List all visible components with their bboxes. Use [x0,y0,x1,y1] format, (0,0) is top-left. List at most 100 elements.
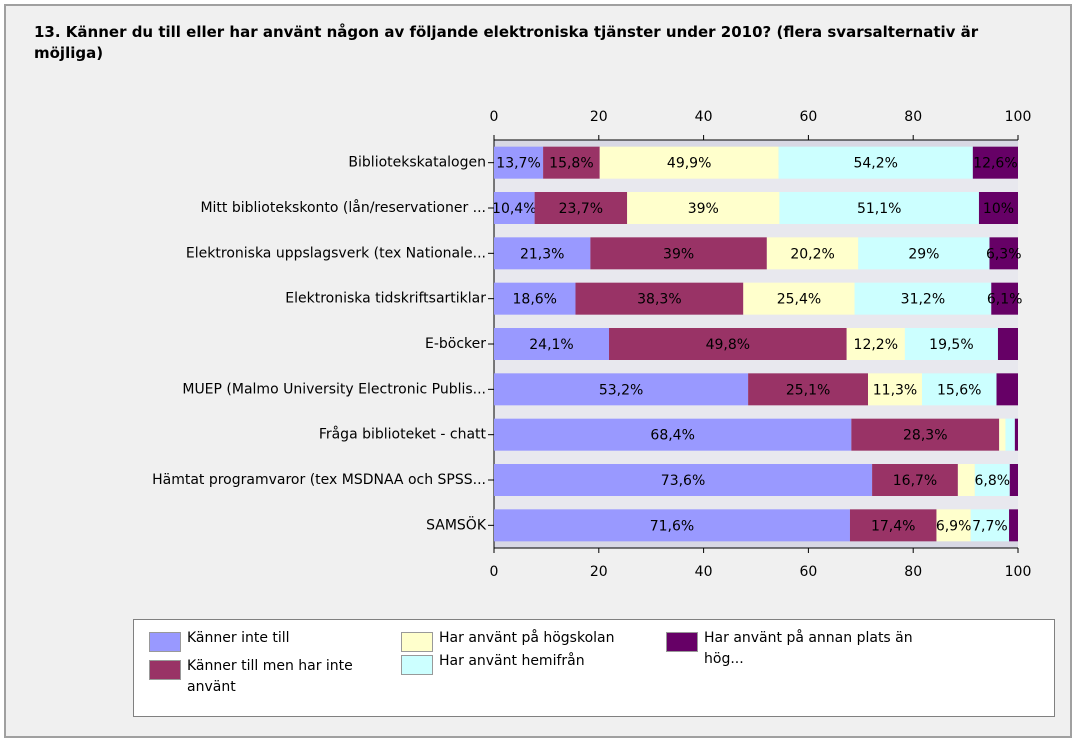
value-label: 15,8% [549,156,593,172]
y-tick-label: Bibliotekskatalogen [348,155,486,171]
legend-label: Har använt hemifrån [439,653,585,669]
bar-segment [957,464,975,496]
x-tick-label-bottom: 80 [904,564,922,580]
x-tick-label-top: 100 [1005,109,1032,125]
value-label: 6,8% [975,473,1011,489]
value-label: 54,2% [853,156,897,172]
value-label: 28,3% [903,428,947,444]
bar-segment [991,282,1018,315]
bar-segment [989,237,1018,270]
value-label: 25,1% [786,382,830,398]
y-tick-label: Fråga biblioteket - chatt [319,426,487,443]
bar-segment [849,509,937,542]
x-tick-label-top: 20 [590,109,608,125]
bar-segment [779,192,979,224]
value-label: 13,7% [496,156,540,172]
bar-segment [999,418,1006,451]
y-tick-label: SAMSÖK [426,515,487,533]
bar-segment [1014,418,1018,451]
bar-segment [494,373,749,406]
value-label: 24,1% [529,337,573,353]
bar-segment [972,146,1018,179]
bar-segment [974,464,1010,496]
value-label: 39% [663,246,694,262]
value-label: 7,7% [972,518,1008,534]
bar-segment [766,237,859,270]
value-label: 39% [688,201,719,217]
bar-segment [970,509,1010,542]
value-label: 6,3% [986,246,1022,262]
x-tick-label-bottom: 0 [490,564,499,580]
value-label: 49,8% [706,337,750,353]
bar-segment [543,146,600,179]
value-label: 21,3% [520,246,564,262]
bar-segment [936,509,971,542]
bar-segment [494,509,850,542]
bar-segment [851,418,1000,451]
value-label: 6,1% [987,292,1023,308]
value-label: 53,2% [599,382,643,398]
y-tick-label: Elektroniska tidskriftsartiklar [285,291,486,307]
legend-swatch [666,632,698,652]
value-label: 31,2% [901,292,945,308]
bar-segment [921,373,997,406]
bar-segment [494,464,873,496]
bar-segment [748,373,869,406]
bar-segment [534,192,628,224]
legend-swatch [401,632,433,652]
x-tick-label-bottom: 100 [1005,564,1032,580]
y-tick-label: Elektroniska uppslagsverk (tex Nationale… [186,245,486,261]
value-label: 49,9% [667,156,711,172]
value-label: 11,3% [873,382,917,398]
x-tick-label-bottom: 40 [695,564,713,580]
legend-label: Känner till men har inte använt [187,658,353,695]
value-label: 38,3% [637,292,681,308]
bar-segment [627,192,780,224]
bar-segment [1009,464,1018,496]
legend: Känner inte till Känner till men har inte… [133,619,1055,717]
bar-segment [978,192,1018,224]
bar-segment [868,373,922,406]
value-label: 29% [908,246,939,262]
value-label: 18,6% [513,292,557,308]
bar-segment [494,282,576,315]
bar-segment [494,192,535,224]
legend-swatch [149,660,181,680]
bar-segment [858,237,990,270]
legend-swatch [149,632,181,652]
bar-segment [494,328,610,360]
bar-segment [846,328,905,360]
x-tick-label-bottom: 20 [590,564,608,580]
value-label: 15,6% [937,382,981,398]
x-tick-label-top: 40 [695,109,713,125]
bar-segment [996,373,1018,406]
bar-segment [494,418,852,451]
legend-swatch [401,655,433,675]
bar-segment [904,328,998,360]
value-label: 12,6% [973,156,1017,172]
bar-segment [743,282,855,315]
y-tick-label: E-böcker [425,336,486,352]
x-tick-label-bottom: 60 [799,564,817,580]
bar-segment [872,464,958,496]
bar-segment [590,237,767,270]
value-label: 23,7% [559,201,603,217]
value-label: 12,2% [854,337,898,353]
bar-segment [599,146,779,179]
legend-label: Har använt på annan plats än hög... [704,630,913,667]
chart-title: 13. Känner du till eller har använt någo… [34,23,979,62]
x-tick-label-top: 0 [490,109,499,125]
y-tick-label: Hämtat programvaror (tex MSDNAA och SPSS… [152,472,486,488]
value-label: 25,4% [777,292,821,308]
x-tick-label-top: 80 [904,109,922,125]
value-label: 19,5% [929,337,973,353]
value-label: 16,7% [893,473,937,489]
bar-segment [778,146,973,179]
bar-segment [494,237,591,270]
value-label: 10,4% [492,201,536,217]
value-label: 6,9% [936,518,972,534]
value-label: 51,1% [857,201,901,217]
value-label: 71,6% [650,518,694,534]
